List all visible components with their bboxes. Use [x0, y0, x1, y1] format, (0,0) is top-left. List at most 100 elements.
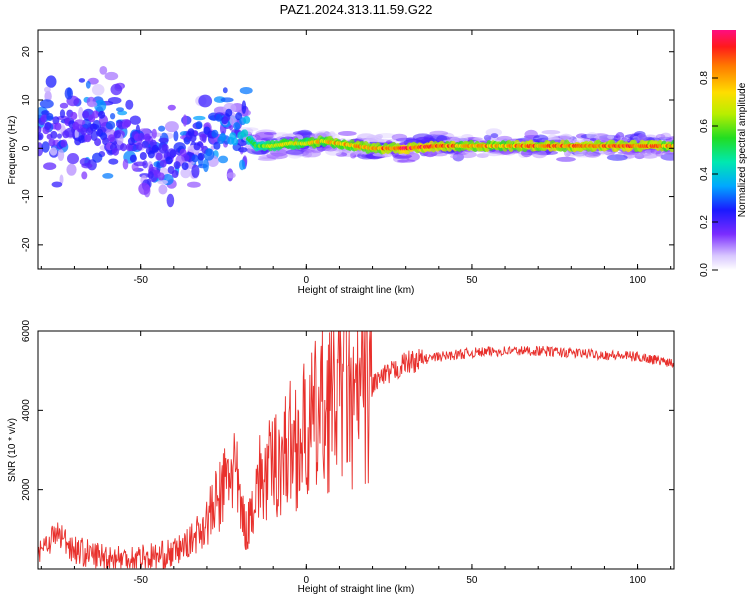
ridge-blob	[169, 149, 177, 158]
spectral-blob	[133, 161, 147, 167]
spectral-blob	[51, 181, 63, 188]
ridge-blob	[193, 142, 201, 151]
spectrogram-y-ticks: 20 10 0 -10 -20	[21, 46, 674, 252]
spectral-blob	[44, 90, 52, 102]
spectral-blob	[182, 114, 188, 127]
spectral-blob	[78, 78, 86, 83]
spectral-blob	[147, 171, 154, 179]
ridge-blob	[191, 154, 199, 163]
spectral-blob	[607, 134, 615, 140]
spectrogram-x-axis-label: Height of straight line (km)	[298, 285, 415, 296]
spectral-blob	[64, 87, 74, 100]
spectrogram-x-ticks: -50 0 50 100	[40, 30, 672, 286]
spectral-blob	[59, 102, 69, 109]
spectral-blob	[125, 99, 134, 110]
snr-x-ticks: -50 0 50 100	[40, 331, 672, 586]
x-tick-label: 100	[629, 575, 646, 586]
spectral-blob	[39, 99, 54, 109]
ridge-blob	[161, 143, 169, 152]
ridge-blob	[123, 119, 131, 128]
spectral-blob	[91, 84, 105, 96]
ridge-blob	[219, 133, 227, 142]
y-tick-label: 20	[21, 46, 32, 58]
spectral-blob	[110, 83, 123, 96]
ridge-blob	[231, 137, 239, 146]
spectral-blob	[94, 99, 107, 113]
colorbar-tick-label: 0.0	[699, 263, 710, 277]
spectral-blob	[239, 159, 246, 171]
y-tick-label: 4000	[21, 399, 32, 422]
spectral-blob	[129, 115, 141, 125]
spectral-blob	[151, 128, 157, 139]
x-tick-label: 0	[304, 275, 310, 286]
spectral-blob	[108, 158, 119, 165]
spectral-blob	[405, 137, 416, 143]
ridge-blob	[46, 113, 54, 121]
ridge-blob	[189, 134, 197, 143]
spectral-blob	[85, 80, 91, 89]
ridge-blob	[139, 152, 147, 160]
spectral-blob	[222, 87, 228, 94]
spectral-blob	[405, 152, 420, 162]
spectral-blob	[57, 133, 62, 139]
ridge-blob	[197, 152, 205, 161]
spectral-blob	[41, 141, 50, 153]
ridge-blob	[143, 133, 151, 142]
spectral-blob	[45, 75, 57, 88]
spectral-blob	[79, 157, 91, 166]
x-tick-label: 50	[466, 575, 478, 586]
spectral-blob	[556, 156, 576, 162]
y-tick-label: 0	[21, 145, 32, 151]
spectrogram-ridge	[38, 108, 674, 181]
spectral-blob	[606, 154, 628, 161]
colorbar-gradient	[712, 30, 736, 270]
spectral-blob	[49, 147, 58, 156]
ridge-blob	[155, 152, 163, 161]
ridge-blob	[135, 142, 143, 151]
spectral-blob	[167, 104, 176, 111]
ridge-blob	[108, 134, 115, 143]
ridge-blob	[48, 138, 56, 147]
spectrogram-y-axis-label: Frequency (Hz)	[7, 116, 18, 185]
ridge-blob	[54, 122, 62, 131]
spectral-blob	[584, 150, 601, 158]
spectral-blob	[614, 134, 621, 143]
spectral-blob	[254, 131, 274, 141]
spectral-blob	[180, 167, 191, 179]
spectral-blob	[218, 155, 229, 164]
spectral-blob	[533, 134, 549, 144]
spectral-blob	[490, 133, 499, 139]
spectral-blob	[110, 113, 116, 120]
spectral-blob	[122, 159, 129, 170]
ridge-blob	[98, 110, 106, 119]
ridge-blob	[50, 130, 58, 139]
ridge-blob	[181, 162, 189, 171]
ridge-blob	[211, 129, 219, 138]
x-tick-label: 100	[629, 275, 646, 286]
colorbar-label: Normalized spectral amplitude	[737, 82, 748, 217]
ridge-blob	[137, 132, 145, 141]
spectral-blob	[220, 97, 234, 103]
spectral-blob	[541, 130, 561, 135]
spectral-blob	[337, 131, 357, 136]
ridge-blob	[52, 116, 60, 125]
spectral-blob	[485, 128, 502, 137]
spectral-blob	[105, 120, 116, 130]
ridge-core	[671, 143, 674, 149]
snr-y-ticks: 2000 4000 6000	[21, 319, 674, 501]
y-tick-label: -10	[21, 189, 32, 204]
ridge-blob	[70, 111, 78, 120]
spectral-blob	[78, 107, 84, 120]
spectral-blob	[202, 158, 209, 173]
spectral-blob	[641, 153, 658, 159]
ridge-blob	[233, 122, 241, 131]
ridge-blob	[215, 113, 223, 122]
spectral-blob	[285, 149, 305, 155]
spectral-blob	[158, 184, 168, 195]
ridge-blob	[84, 134, 92, 143]
spectral-blob	[164, 121, 179, 133]
spectral-blob	[67, 153, 79, 165]
colorbar-tick-label: 0.8	[699, 71, 710, 85]
ridge-blob	[92, 110, 100, 119]
ridge-blob	[151, 144, 159, 153]
